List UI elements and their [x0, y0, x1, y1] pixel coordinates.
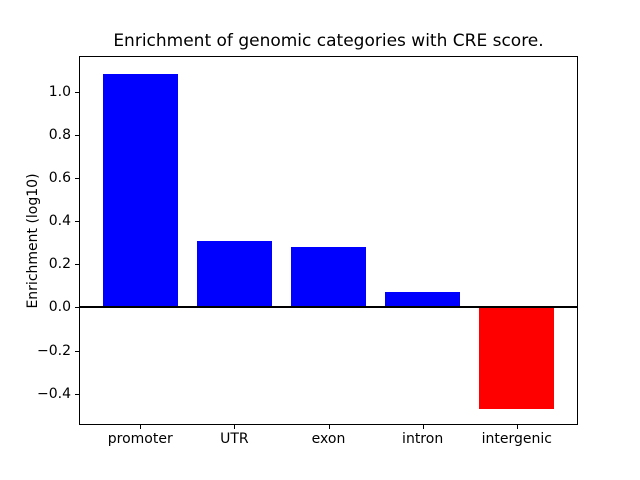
- x-tick-label-intergenic: intergenic: [481, 431, 552, 447]
- plot-area: 1.0 0.8 0.6 0.4 0.2 0.0 −0.2 −0.4 promoter UTR exo…: [37, 56, 578, 447]
- y-tick-label: 1.0: [48, 83, 71, 100]
- x-tick-mark: [234, 425, 236, 429]
- x-tick-mark: [422, 425, 424, 429]
- y-tick-mark: [75, 134, 79, 136]
- y-tick-mark: [75, 91, 79, 93]
- x-tick-mark: [140, 425, 142, 429]
- y-tick-mark: [75, 393, 79, 395]
- bar-UTR: [196, 240, 273, 308]
- chart-title: Enrichment of genomic categories with CR…: [113, 31, 544, 51]
- x-tick-label-promoter: promoter: [107, 431, 173, 447]
- bar-intergenic: [479, 307, 555, 409]
- y-tick-mark: [75, 307, 79, 309]
- y-tick-mark: [75, 221, 79, 223]
- bar-promoter: [102, 74, 178, 308]
- y-tick-label: 0.6: [48, 169, 71, 186]
- x-tick-label-exon: exon: [311, 431, 346, 447]
- bar-exon: [290, 246, 367, 308]
- x-tick-label-intron: intron: [402, 431, 444, 447]
- bar-intron: [384, 292, 461, 308]
- x-tick-mark: [516, 425, 518, 429]
- y-tick-label: 0.8: [48, 126, 71, 143]
- zero-line: [80, 306, 577, 309]
- y-tick-label: −0.2: [37, 342, 71, 359]
- y-tick-mark: [75, 264, 79, 266]
- y-tick-label: 0.2: [48, 256, 71, 273]
- x-tick-label-UTR: UTR: [220, 431, 249, 447]
- y-tick-label: 0.0: [48, 299, 71, 316]
- y-tick-mark: [75, 350, 79, 352]
- y-axis-label: Enrichment (log10): [25, 173, 41, 309]
- y-tick-label: −0.4: [37, 385, 71, 402]
- y-tick-label: 0.4: [48, 213, 71, 230]
- y-tick-mark: [75, 177, 79, 179]
- x-tick-mark: [328, 425, 330, 429]
